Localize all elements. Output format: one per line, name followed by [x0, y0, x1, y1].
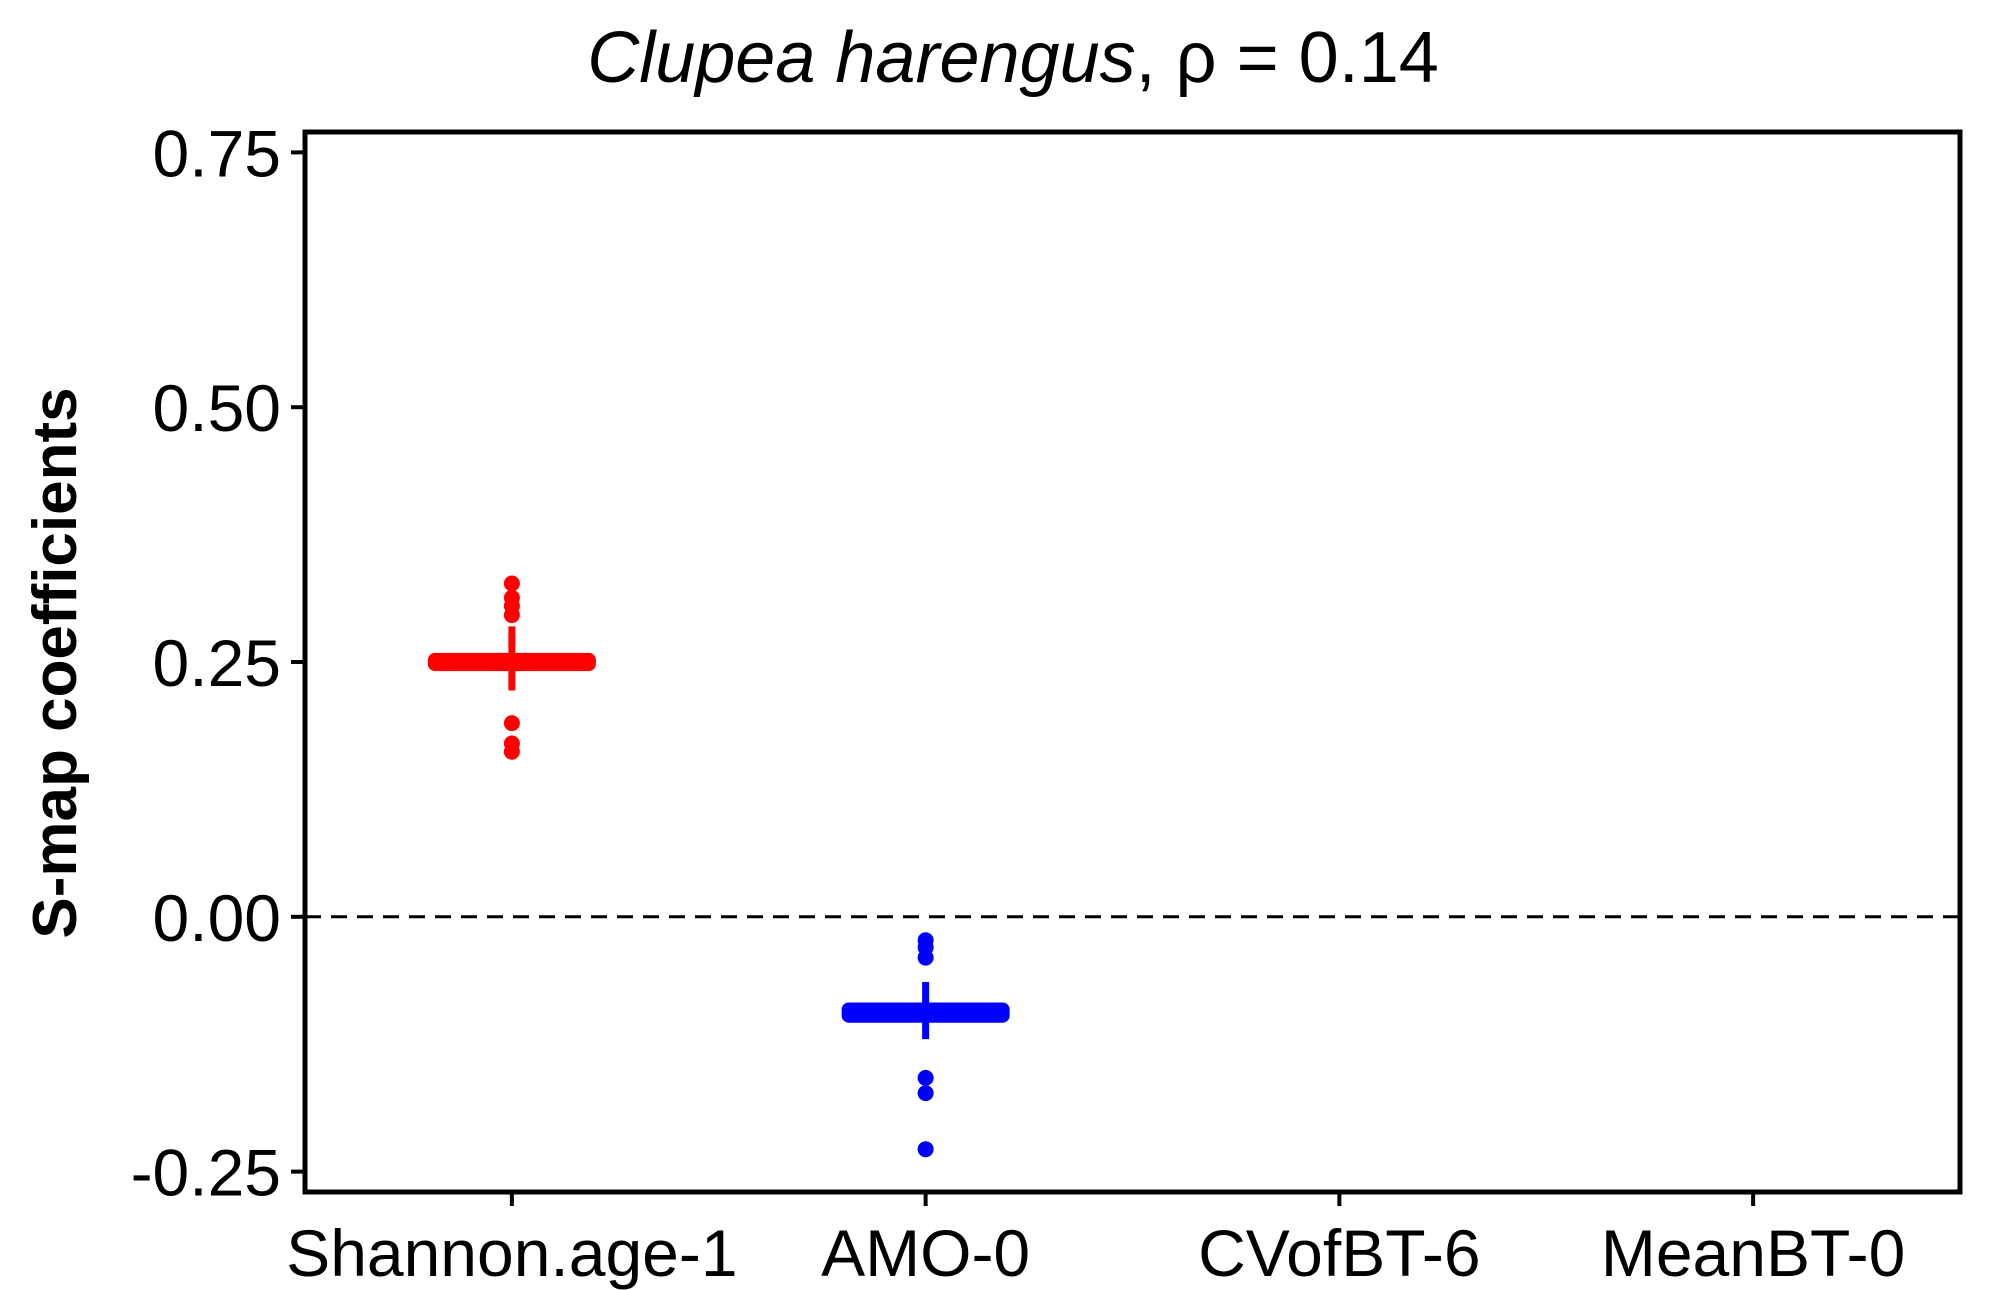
- outlier-point: [917, 1085, 934, 1102]
- chart-title: Clupea harengus, ρ = 0.14: [587, 18, 1439, 98]
- y-tick-label: 0.00: [153, 881, 281, 955]
- y-tick-label: 0.25: [153, 626, 281, 700]
- y-tick-label: -0.25: [131, 1136, 281, 1210]
- x-axis-ticks: Shannon.age-1 AMO-0 CVofBT-6 MeanBT-0: [286, 1192, 1905, 1290]
- outlier-point: [917, 949, 934, 966]
- box-AMO-0: [841, 932, 1010, 1158]
- x-tick-label: MeanBT-0: [1601, 1216, 1905, 1290]
- outlier-point: [503, 743, 520, 760]
- y-axis-ticks: -0.25 0.00 0.25 0.50 0.75: [131, 116, 305, 1210]
- x-tick-label: AMO-0: [821, 1216, 1030, 1290]
- outlier-point: [503, 607, 520, 624]
- chart-title-species: Clupea harengus: [587, 18, 1135, 98]
- outlier-point: [917, 1141, 934, 1158]
- y-tick-label: 0.75: [153, 116, 281, 190]
- x-tick-label: Shannon.age-1: [286, 1216, 737, 1290]
- plot-panel-border: [302, 129, 1963, 1195]
- y-axis-label: S-map coefficients: [21, 387, 90, 938]
- y-tick-label: 0.50: [153, 371, 281, 445]
- chart-title-suffix: , ρ = 0.14: [1136, 18, 1439, 98]
- outlier-point: [917, 1069, 934, 1086]
- outlier-point: [503, 575, 520, 592]
- box-Shannon.age-1: [427, 575, 596, 760]
- outlier-point: [503, 715, 520, 732]
- x-tick-label: CVofBT-6: [1198, 1216, 1480, 1290]
- boxplot-marks: [427, 575, 1010, 1158]
